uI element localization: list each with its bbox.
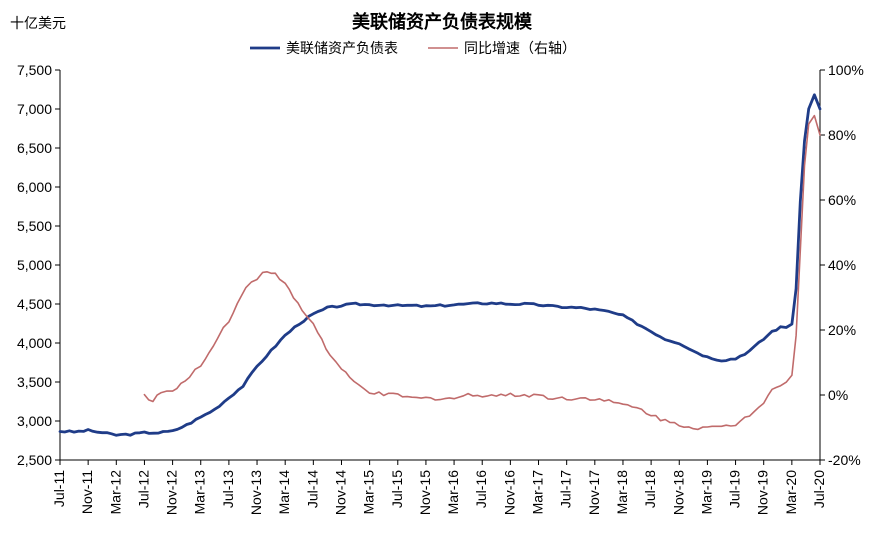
y-left-tick-label: 2,500 (17, 452, 52, 468)
x-tick-label: Jul-11 (51, 470, 67, 507)
x-tick-label: Jul-14 (304, 470, 320, 508)
x-tick-label: Jul-18 (642, 470, 658, 508)
legend-label: 同比增速（右轴） (464, 40, 576, 56)
y-left-tick-label: 3,500 (17, 374, 52, 390)
x-tick-label: Jul-20 (811, 470, 827, 508)
x-tick-label: Mar-17 (530, 470, 546, 515)
y-right-tick-label: 80% (828, 127, 856, 143)
y-right-tick-label: 20% (828, 322, 856, 338)
y-left-tick-label: 7,000 (17, 101, 52, 117)
y-left-tick-label: 4,000 (17, 335, 52, 351)
y-right-tick-label: -20% (828, 452, 861, 468)
x-tick-label: Nov-17 (586, 470, 602, 515)
x-tick-label: Nov-15 (417, 470, 433, 515)
x-tick-label: Nov-18 (670, 470, 686, 515)
y-left-tick-label: 7,500 (17, 62, 52, 78)
y-left-tick-label: 6,500 (17, 140, 52, 156)
x-tick-label: Mar-16 (445, 470, 461, 515)
y-right-tick-label: 60% (828, 192, 856, 208)
x-tick-label: Mar-12 (107, 470, 123, 515)
y-left-label: 十亿美元 (10, 15, 66, 31)
x-tick-label: Mar-15 (361, 470, 377, 515)
x-tick-label: Mar-18 (614, 470, 630, 515)
x-tick-label: Jul-17 (558, 470, 574, 508)
y-left-tick-label: 3,000 (17, 413, 52, 429)
x-tick-label: Nov-16 (501, 470, 517, 515)
y-left-tick-label: 4,500 (17, 296, 52, 312)
x-tick-label: Nov-14 (332, 470, 348, 515)
x-tick-label: Jul-13 (220, 470, 236, 508)
x-tick-label: Jul-12 (135, 470, 151, 508)
x-tick-label: Mar-19 (698, 470, 714, 515)
x-tick-label: Nov-19 (755, 470, 771, 515)
x-tick-label: Nov-12 (164, 470, 180, 515)
x-tick-label: Jul-19 (727, 470, 743, 508)
x-tick-label: Jul-16 (473, 470, 489, 508)
y-right-tick-label: 0% (828, 387, 848, 403)
chart-title: 美联储资产负债表规模 (352, 11, 533, 32)
x-tick-label: Mar-13 (192, 470, 208, 515)
y-right-tick-label: 40% (828, 257, 856, 273)
x-tick-label: Nov-11 (79, 470, 95, 514)
x-tick-label: Nov-13 (248, 470, 264, 515)
legend-label: 美联储资产负债表 (286, 40, 398, 56)
x-tick-label: Mar-14 (276, 470, 292, 515)
y-left-tick-label: 6,000 (17, 179, 52, 195)
chart-container: 2,500 3,000 3,500 4,000 4,500 5,000 5,500 6,000… (0, 0, 884, 540)
x-tick-label: Mar-20 (783, 470, 799, 515)
x-tick-label: Jul-15 (389, 470, 405, 508)
y-left-tick-label: 5,000 (17, 257, 52, 273)
y-left-tick-label: 5,500 (17, 218, 52, 234)
y-right-tick-label: 100% (828, 62, 864, 78)
balance-sheet-chart: 2,500 3,000 3,500 4,000 4,500 5,000 5,500 6,000… (0, 0, 884, 540)
